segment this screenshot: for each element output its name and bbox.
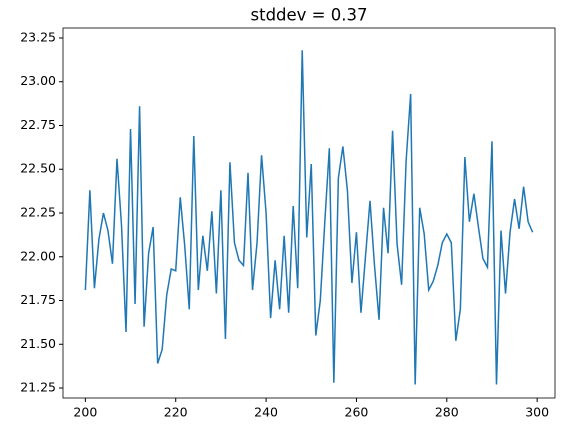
x-tick-label: 280 <box>435 405 459 420</box>
x-tick-label: 200 <box>73 405 97 420</box>
data-line <box>84 50 534 385</box>
y-tick-label: 23.00 <box>20 73 56 88</box>
y-tick-label: 22.50 <box>20 161 56 176</box>
y-tick-label: 23.25 <box>20 29 56 44</box>
y-tick-label: 21.50 <box>20 336 56 351</box>
y-tick-label: 21.25 <box>20 380 56 395</box>
y-tick-label: 22.75 <box>20 117 56 132</box>
y-tick-label: 22.00 <box>20 248 56 263</box>
chart-title: stddev = 0.37 <box>251 6 368 25</box>
x-tick-label: 220 <box>164 405 188 420</box>
x-tick-label: 260 <box>345 405 369 420</box>
y-tick-label: 21.75 <box>20 292 56 307</box>
x-tick-label: 240 <box>254 405 278 420</box>
axes-frame <box>62 27 556 399</box>
x-tick-label: 300 <box>525 405 549 420</box>
y-tick-label: 22.25 <box>20 205 56 220</box>
